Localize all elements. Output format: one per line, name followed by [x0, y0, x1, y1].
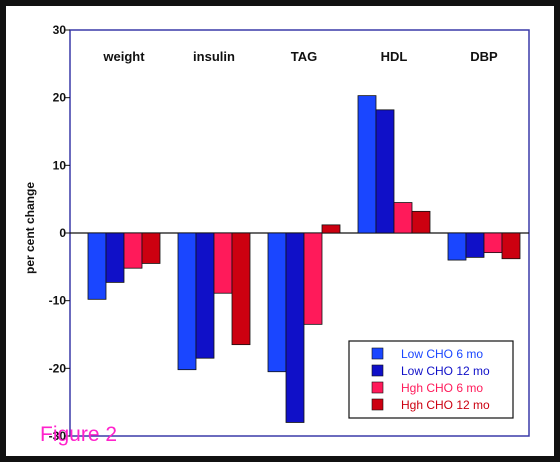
bar-weight-3 — [141, 232, 161, 264]
bar-insulin-2 — [213, 232, 233, 294]
legend-label: Hgh CHO 12 mo — [401, 398, 490, 412]
bar-TAG-0 — [267, 232, 287, 373]
legend-swatch — [371, 364, 384, 377]
bar-DBP-1 — [465, 232, 485, 258]
bar-insulin-3 — [231, 232, 251, 346]
category-label: weight — [102, 49, 145, 64]
bar-HDL-2 — [393, 202, 413, 234]
bar-HDL-0 — [357, 95, 377, 234]
legend-label: Low CHO 6 mo — [401, 347, 483, 361]
y-axis-label: per cent change — [23, 182, 37, 274]
y-tick-label: 30 — [53, 23, 67, 37]
y-tick-label: -10 — [49, 294, 67, 308]
category-labels: weight insulin TAG HDL DBP — [102, 49, 498, 64]
bar-weight-0 — [87, 232, 107, 300]
category-label: insulin — [193, 49, 235, 64]
bar-DBP-0 — [447, 232, 467, 261]
y-tick-label: -20 — [49, 361, 67, 375]
y-tick-label: -30 — [49, 429, 67, 443]
category-label: DBP — [470, 49, 498, 64]
legend-label: Hgh CHO 6 mo — [401, 381, 483, 395]
bar-TAG-2 — [303, 232, 323, 325]
bar-insulin-1 — [195, 232, 215, 359]
y-tick-label: 20 — [53, 91, 67, 105]
bars — [87, 95, 521, 423]
bar-insulin-0 — [177, 232, 197, 371]
bar-weight-2 — [123, 232, 143, 269]
figure-label: Figure 2 — [40, 423, 118, 446]
bar-weight-1 — [105, 232, 125, 283]
category-label: TAG — [291, 49, 317, 64]
legend: Low CHO 6 mo Low CHO 12 mo Hgh CHO 6 mo Hgh… — [348, 340, 514, 419]
category-label: HDL — [381, 49, 408, 64]
legend-swatch — [371, 347, 384, 360]
bar-HDL-3 — [411, 210, 431, 234]
bar-DBP-2 — [483, 232, 503, 254]
bar-HDL-1 — [375, 109, 395, 234]
legend-swatch — [371, 381, 384, 394]
legend-swatch — [371, 398, 384, 411]
bar-TAG-1 — [285, 232, 305, 423]
bar-TAG-3 — [321, 224, 341, 234]
y-axis: 30 20 10 0 -10 -20 -30 — [49, 23, 70, 443]
y-tick-label: 0 — [59, 226, 66, 240]
bar-DBP-3 — [501, 232, 521, 260]
y-tick-label: 10 — [53, 158, 67, 172]
legend-label: Low CHO 12 mo — [401, 364, 490, 378]
